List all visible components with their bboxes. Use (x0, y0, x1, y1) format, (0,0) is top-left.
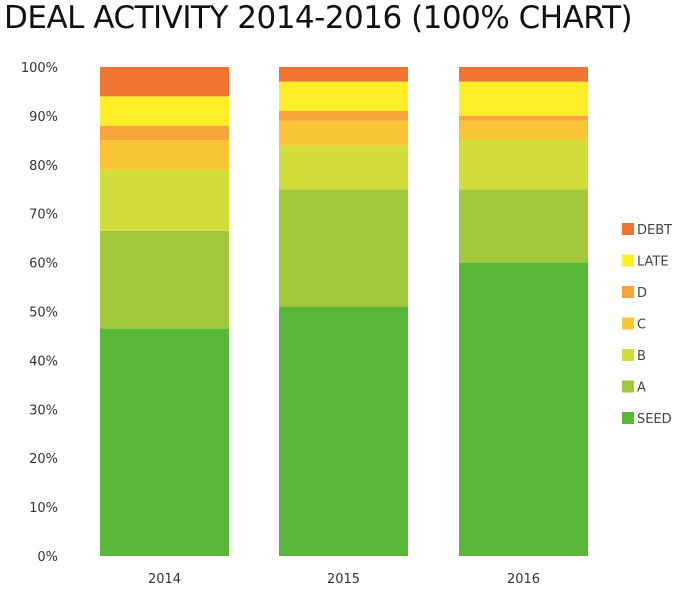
y-tick-label: 80% (29, 159, 58, 174)
legend: DEBT LATE D C B A SEED (622, 223, 672, 427)
x-axis: 2014 2015 2016 (148, 572, 540, 587)
bar-segment-b-2015 (279, 145, 408, 190)
bar-segment-debt-2016 (459, 67, 588, 82)
bar-segment-a-2016 (459, 189, 588, 263)
bar-stack-2014 (100, 67, 229, 556)
legend-label-debt: DEBT (637, 223, 672, 238)
bar-segment-d-2015 (279, 111, 408, 121)
bar-stack-2016 (459, 67, 588, 556)
legend-swatch-c (622, 317, 634, 330)
legend-label-b: B (637, 349, 646, 364)
y-tick-label: 50% (29, 306, 58, 321)
bar-stack-2015 (279, 67, 408, 556)
y-tick-label: 60% (29, 257, 58, 272)
y-tick-label: 40% (29, 354, 58, 369)
legend-swatch-late (622, 254, 634, 267)
bar-segment-late-2016 (459, 81, 588, 116)
chart-title: DEAL ACTIVITY 2014-2016 (100% CHART) (4, 0, 633, 36)
y-tick-label: 30% (29, 403, 58, 418)
y-tick-label: 0% (37, 550, 58, 565)
y-tick-label: 90% (29, 110, 58, 125)
x-tick-label: 2016 (507, 572, 540, 587)
bar-segment-a-2014 (100, 230, 229, 329)
bar-segment-seed-2016 (459, 262, 588, 556)
y-tick-label: 70% (29, 208, 58, 223)
bar-segment-d-2014 (100, 125, 229, 141)
x-tick-label: 2014 (148, 572, 181, 587)
bar-segment-a-2015 (279, 189, 408, 307)
bar-segment-d-2016 (459, 115, 588, 121)
legend-swatch-b (622, 349, 634, 361)
bar-segment-c-2015 (279, 120, 408, 146)
bar-segment-seed-2014 (100, 328, 229, 556)
legend-swatch-debt (622, 223, 634, 235)
y-tick-label: 100% (21, 61, 58, 76)
bar-segment-b-2014 (100, 169, 229, 231)
x-tick-label: 2015 (327, 572, 360, 587)
legend-label-c: C (637, 318, 646, 333)
bar-segment-b-2016 (459, 140, 588, 190)
legend-label-late: LATE (637, 255, 669, 270)
bar-segment-c-2016 (459, 120, 588, 141)
bars (100, 67, 588, 556)
bar-segment-debt-2014 (100, 67, 229, 97)
bar-segment-late-2015 (279, 81, 408, 112)
y-axis: 0% 10% 20% 30% 40% 50% 60% 70% 80% 90% 100% (21, 61, 58, 565)
y-tick-label: 20% (29, 452, 58, 467)
legend-swatch-a (622, 380, 634, 393)
legend-label-a: A (637, 381, 646, 396)
legend-swatch-seed (622, 412, 634, 424)
bar-segment-late-2014 (100, 96, 229, 126)
y-tick-label: 10% (29, 501, 58, 516)
bar-segment-seed-2015 (279, 306, 408, 556)
bar-segment-c-2014 (100, 140, 229, 170)
legend-label-d: D (637, 286, 647, 301)
bar-segment-debt-2015 (279, 67, 408, 82)
legend-label-seed: SEED (637, 412, 672, 427)
legend-swatch-d (622, 286, 634, 298)
